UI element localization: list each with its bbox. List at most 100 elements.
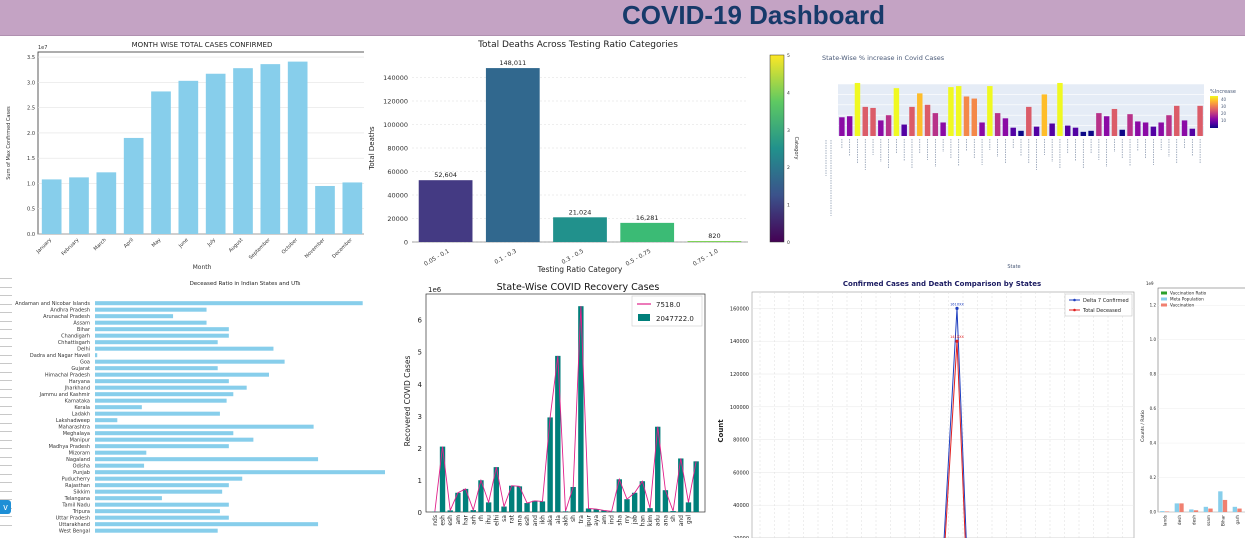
y-tick-label: Arunachal Pradesh <box>43 314 90 320</box>
bar-april <box>123 137 144 234</box>
sidebar-line <box>0 286 12 288</box>
y-tick-label: Jammu and Kashmir <box>39 392 91 398</box>
bar-state <box>1002 118 1009 136</box>
x-tick-label: ikh <box>539 515 546 524</box>
bar-recovery <box>539 501 546 512</box>
x-tick-label: esh <box>447 515 454 526</box>
y-tick-label: 60000 <box>733 470 749 476</box>
sidebar-line <box>0 405 12 407</box>
bar-state <box>1127 114 1133 136</box>
y-tick-label: 1.0 <box>1150 337 1157 342</box>
x-tick-label: October <box>281 237 300 256</box>
y-tick-label: Ladakh <box>72 411 90 417</box>
y-tick-label: 160000 <box>730 306 749 312</box>
y-tick-label: Jharkhand <box>64 385 90 391</box>
bar-state <box>95 385 247 390</box>
bar-state <box>95 457 319 462</box>
bar-recovery <box>616 479 622 512</box>
bar-recovery <box>624 499 630 512</box>
x-tick-label: han <box>639 515 646 526</box>
month-wise-chart-svg: MONTH WISE TOTAL CASES CONFIRMED 1e7 0.0 0.… <box>6 41 367 270</box>
bar-vaccination <box>1208 508 1213 512</box>
y-tick-label: 3 <box>418 413 422 421</box>
x-axis-label: State <box>1007 264 1020 270</box>
bar-state <box>95 301 363 306</box>
sidebar-line <box>0 312 12 313</box>
chevron-down-icon: v <box>3 502 8 512</box>
y-tick-label: 140000 <box>383 74 408 82</box>
y-tick-label: Lakshadweep <box>56 418 90 424</box>
bar-november <box>315 185 335 234</box>
y-multiplier: 1e6 <box>428 286 442 294</box>
bar-vaccination <box>1193 510 1199 512</box>
legend-bar-swatch <box>638 314 650 321</box>
y-tick-label: 0.6 <box>1150 406 1157 411</box>
sidebar-line <box>0 346 12 347</box>
sidebar-line <box>0 371 12 373</box>
x-tick-label: lands <box>1162 515 1167 526</box>
bar-state <box>95 437 254 442</box>
legend-tick: 10 <box>1221 118 1227 123</box>
bar-meta-population <box>1160 511 1165 512</box>
y-tick-label: 80000 <box>387 145 408 153</box>
bar-state <box>95 307 207 312</box>
bar-category <box>485 68 540 243</box>
bar-state <box>95 522 319 527</box>
x-tick-label: May <box>151 237 163 249</box>
x-axis-label: Month <box>193 264 212 270</box>
bar-meta-population <box>1174 503 1180 512</box>
x-tick-label: ssam <box>1206 515 1211 526</box>
x-tick-label: sha <box>616 515 623 526</box>
bar-march <box>96 172 117 234</box>
bar-meta-population <box>1203 506 1209 512</box>
sidebar-line <box>0 363 12 364</box>
bar-state <box>95 509 220 514</box>
y-tick-label: Meghalaya <box>63 431 90 437</box>
x-tick-label: jab <box>632 515 639 525</box>
bar-state <box>955 86 962 136</box>
bar-state <box>95 340 218 345</box>
bar-recovery <box>524 503 530 512</box>
plot-frame <box>425 293 706 513</box>
bar-state <box>95 392 234 397</box>
colorbar-tick: 4 <box>787 90 790 96</box>
x-tick-label: 0.3 - 0.5 <box>561 248 585 265</box>
legend-tick: 30 <box>1221 104 1227 109</box>
y-tick-label: Chandigarh <box>61 333 90 339</box>
legend-swatch <box>1161 291 1167 295</box>
bar-state <box>994 113 1001 136</box>
x-tick-label: garh <box>1235 515 1240 525</box>
bar-state <box>95 476 243 481</box>
bar-value-label: 16,281 <box>636 214 659 222</box>
legend-marker <box>1073 308 1076 312</box>
sidebar-toggle-button[interactable]: v <box>0 500 11 514</box>
x-tick-label: July <box>206 237 217 248</box>
colorbar-tick: 5 <box>787 53 790 59</box>
y-tick-label: Tripura <box>72 509 90 515</box>
bar-state <box>839 117 845 136</box>
bar-state <box>95 450 147 455</box>
chart-title: Confirmed Cases and Death Comparison by … <box>843 280 1041 288</box>
y-tick-label: 100000 <box>383 121 408 129</box>
bar-state <box>95 366 218 371</box>
y-tick-label: 60000 <box>387 168 408 176</box>
y-tick-label: 5 <box>418 349 422 357</box>
y-multiplier: 1e9 <box>1146 281 1154 286</box>
bar-recovery <box>639 481 646 512</box>
sidebar-line <box>0 397 12 398</box>
sidebar-line <box>0 303 12 305</box>
bar-category <box>620 222 675 242</box>
x-tick-label: desh <box>1177 515 1182 525</box>
y-axis-label: Recovered COVID Cases <box>403 356 412 447</box>
y-axis-label: Sum of Max Confirmed Cases <box>6 106 12 180</box>
bar-state <box>1010 127 1016 136</box>
bar-category <box>553 217 607 242</box>
y-tick-label: Goa <box>80 359 90 365</box>
bar-state <box>95 346 274 351</box>
sidebar-line <box>0 482 12 483</box>
line-series <box>434 306 697 513</box>
x-tick-label: tra <box>578 515 585 524</box>
chart-recovery-cases: State-Wise COVID Recovery Cases 1e6 0 1 2 3 4 5… <box>398 276 716 538</box>
bar-state <box>95 379 229 384</box>
x-tick-label: elhi <box>493 515 500 526</box>
